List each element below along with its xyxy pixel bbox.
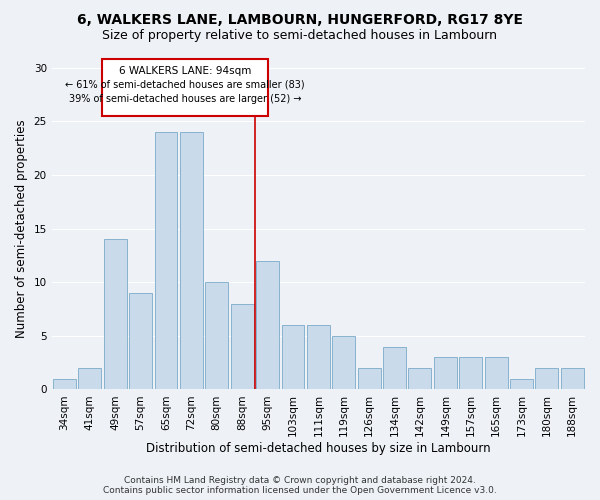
Text: 6, WALKERS LANE, LAMBOURN, HUNGERFORD, RG17 8YE: 6, WALKERS LANE, LAMBOURN, HUNGERFORD, R…: [77, 12, 523, 26]
Bar: [129, 293, 152, 390]
Bar: [281, 325, 304, 390]
Text: Contains HM Land Registry data © Crown copyright and database right 2024.
Contai: Contains HM Land Registry data © Crown c…: [103, 476, 497, 495]
Bar: [104, 240, 127, 390]
Bar: [79, 368, 101, 390]
Bar: [358, 368, 380, 390]
Bar: [535, 368, 559, 390]
Bar: [510, 378, 533, 390]
Text: 6 WALKERS LANE: 94sqm: 6 WALKERS LANE: 94sqm: [119, 66, 251, 76]
Bar: [155, 132, 178, 390]
Bar: [53, 378, 76, 390]
X-axis label: Distribution of semi-detached houses by size in Lambourn: Distribution of semi-detached houses by …: [146, 442, 491, 455]
Bar: [307, 325, 330, 390]
Bar: [459, 358, 482, 390]
Y-axis label: Number of semi-detached properties: Number of semi-detached properties: [15, 120, 28, 338]
Text: Size of property relative to semi-detached houses in Lambourn: Size of property relative to semi-detach…: [103, 29, 497, 42]
Bar: [180, 132, 203, 390]
Text: 39% of semi-detached houses are larger (52) →: 39% of semi-detached houses are larger (…: [69, 94, 301, 104]
Bar: [561, 368, 584, 390]
Bar: [256, 261, 279, 390]
Text: ← 61% of semi-detached houses are smaller (83): ← 61% of semi-detached houses are smalle…: [65, 80, 305, 90]
Bar: [409, 368, 431, 390]
Bar: [383, 346, 406, 390]
FancyBboxPatch shape: [103, 59, 268, 116]
Bar: [434, 358, 457, 390]
Bar: [205, 282, 228, 390]
Bar: [332, 336, 355, 390]
Bar: [231, 304, 254, 390]
Bar: [485, 358, 508, 390]
